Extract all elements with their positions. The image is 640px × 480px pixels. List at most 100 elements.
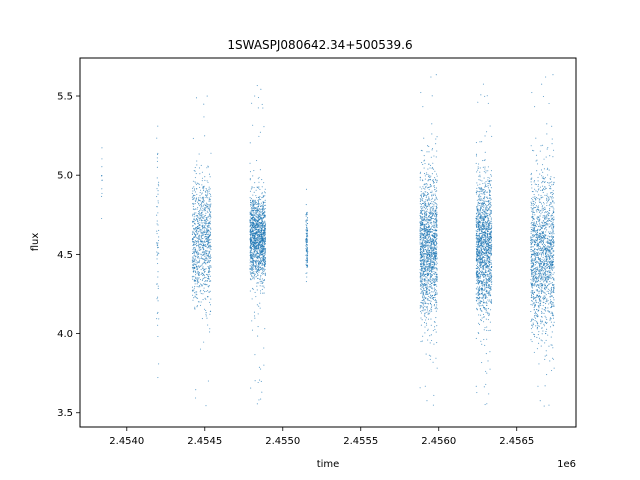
data-point xyxy=(263,247,265,249)
data-point xyxy=(479,210,481,212)
data-point xyxy=(430,234,432,236)
data-point xyxy=(434,170,436,172)
data-point xyxy=(257,264,259,266)
data-point xyxy=(251,251,253,253)
data-point xyxy=(261,238,263,240)
data-point xyxy=(259,195,261,197)
data-point xyxy=(195,173,197,175)
data-point xyxy=(306,232,308,234)
data-point xyxy=(264,214,266,216)
data-point xyxy=(482,281,484,283)
data-point xyxy=(431,190,433,192)
data-point xyxy=(436,136,438,138)
data-point xyxy=(262,212,265,214)
data-point xyxy=(197,257,199,259)
data-point xyxy=(430,294,432,296)
data-point xyxy=(158,252,160,254)
data-point xyxy=(257,255,259,258)
data-point xyxy=(207,244,209,246)
data-point xyxy=(484,182,486,184)
data-point xyxy=(261,264,263,266)
data-point xyxy=(202,199,204,201)
data-point xyxy=(257,261,259,263)
data-point xyxy=(192,208,194,210)
data-point xyxy=(201,205,203,207)
data-point xyxy=(259,213,261,215)
data-point xyxy=(419,273,422,275)
data-point xyxy=(435,306,437,308)
data-point xyxy=(257,205,260,207)
data-point xyxy=(208,247,210,249)
data-point xyxy=(257,243,260,245)
data-point xyxy=(421,278,423,280)
data-point xyxy=(262,282,264,285)
data-point xyxy=(427,311,429,313)
data-point xyxy=(192,220,194,222)
data-point xyxy=(202,266,204,268)
data-point xyxy=(432,330,434,332)
data-point xyxy=(204,245,206,247)
data-point xyxy=(424,183,426,185)
data-point xyxy=(424,332,426,334)
data-point xyxy=(256,272,258,274)
data-point xyxy=(208,251,210,253)
data-point xyxy=(198,272,200,274)
data-point xyxy=(425,317,427,319)
data-point xyxy=(306,256,308,258)
data-point xyxy=(428,216,430,218)
data-point xyxy=(259,234,261,236)
data-point xyxy=(432,229,434,231)
data-point xyxy=(262,214,264,216)
data-point xyxy=(255,296,257,298)
data-point xyxy=(261,233,263,235)
data-point xyxy=(421,255,423,257)
data-point xyxy=(205,196,207,199)
data-point xyxy=(198,199,200,201)
data-point xyxy=(429,240,431,242)
data-point xyxy=(423,195,425,197)
data-point xyxy=(156,166,158,168)
data-point xyxy=(194,283,196,285)
data-point xyxy=(196,225,198,227)
data-point xyxy=(194,267,196,270)
data-point xyxy=(263,240,265,243)
data-point xyxy=(481,232,483,234)
data-point xyxy=(250,205,252,207)
data-point xyxy=(204,222,206,224)
data-point xyxy=(259,257,261,259)
data-point xyxy=(475,265,478,267)
data-point xyxy=(433,233,435,235)
data-point xyxy=(425,228,427,230)
data-point xyxy=(208,186,210,188)
data-point xyxy=(261,192,263,194)
data-point xyxy=(427,204,429,206)
data-point xyxy=(305,245,307,247)
data-point xyxy=(255,239,257,241)
data-point xyxy=(422,243,424,245)
data-point xyxy=(425,217,428,219)
data-point xyxy=(193,220,195,222)
data-point xyxy=(433,260,435,262)
data-point xyxy=(261,217,263,220)
data-point xyxy=(435,208,437,210)
data-point xyxy=(205,290,207,293)
data-point xyxy=(194,251,196,254)
data-point xyxy=(422,335,424,337)
data-point xyxy=(430,250,433,252)
data-point xyxy=(259,262,261,264)
data-point xyxy=(420,306,422,308)
data-point xyxy=(206,262,208,264)
data-point xyxy=(485,225,487,227)
data-point xyxy=(198,249,200,251)
data-point xyxy=(480,320,482,322)
data-point xyxy=(261,197,263,199)
data-point xyxy=(259,290,262,292)
data-point xyxy=(436,150,438,152)
data-point xyxy=(258,399,260,401)
data-point xyxy=(208,286,210,288)
data-point xyxy=(434,272,436,274)
data-point xyxy=(204,214,207,216)
data-point xyxy=(251,256,253,258)
data-point xyxy=(430,282,432,284)
data-point xyxy=(305,219,307,221)
